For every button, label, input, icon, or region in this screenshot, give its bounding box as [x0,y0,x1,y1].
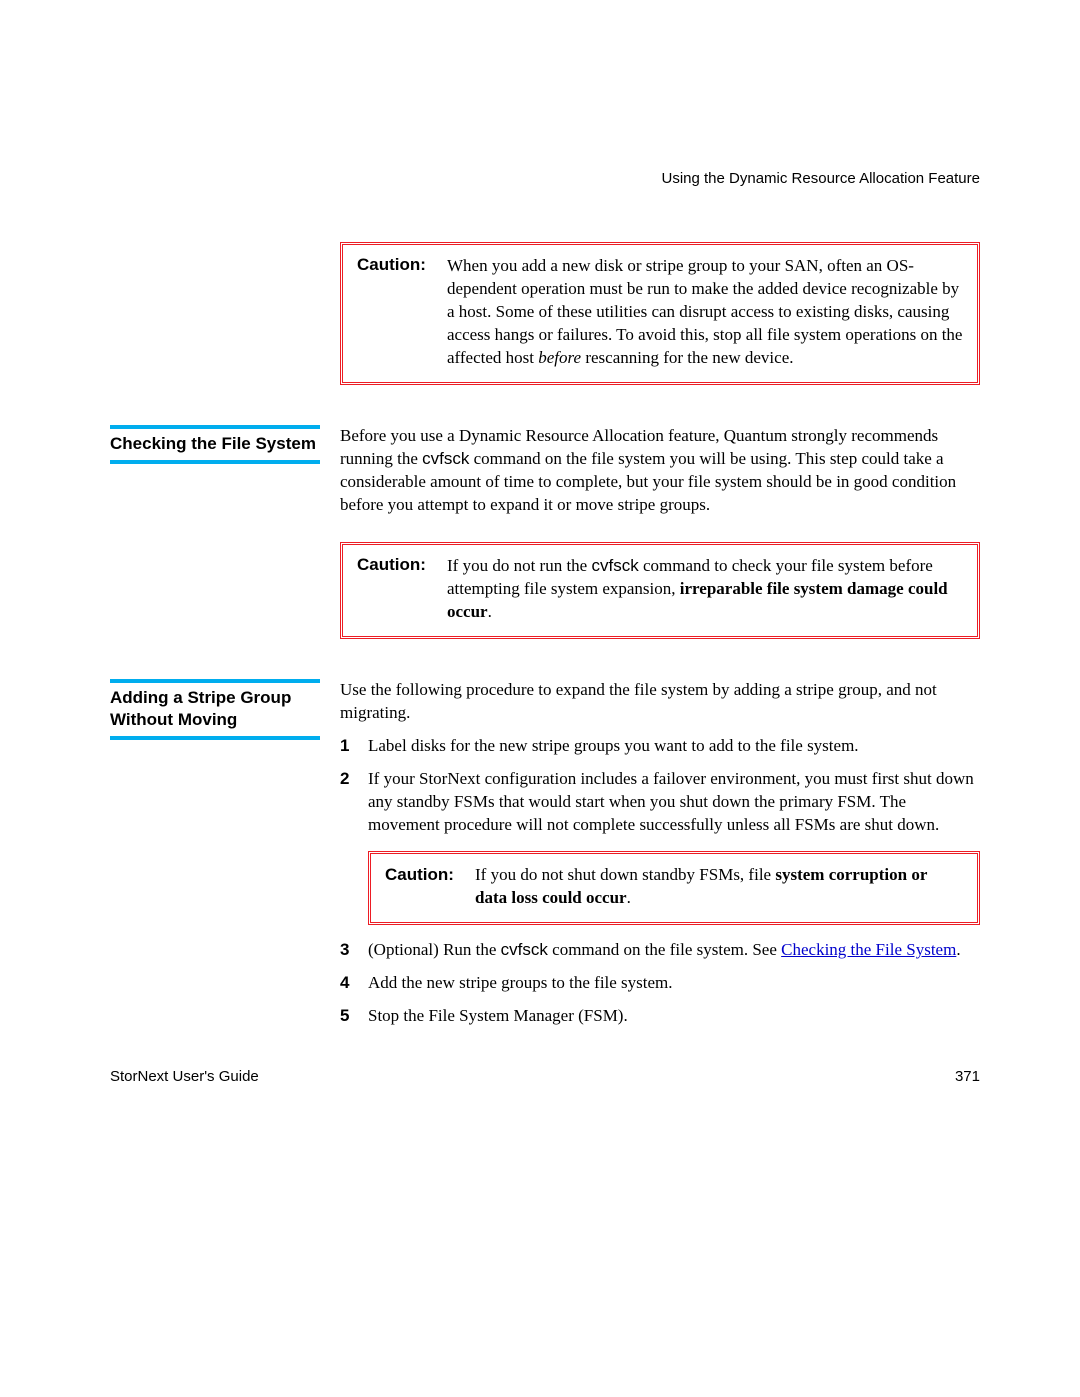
link-checking-file-system[interactable]: Checking the File System [781,940,956,959]
side-heading-checking: Checking the File System [110,425,320,464]
step-1: Label disks for the new stripe groups yo… [340,735,980,758]
caution2-pre: If you do not run the [447,556,591,575]
caution2-post: . [488,602,492,621]
caution-text: If you do not shut down standby FSMs, fi… [475,864,963,910]
side-heading-adding: Adding a Stripe Group Without Moving [110,679,320,740]
step-2-text: If your StorNext configuration includes … [368,769,974,834]
caution-text: When you add a new disk or stripe group … [447,255,963,370]
procedure-list: Label disks for the new stripe groups yo… [340,735,980,1027]
caution-box-1: Caution: When you add a new disk or stri… [340,242,980,385]
footer-left: StorNext User's Guide [110,1068,259,1085]
caution-label: Caution: [357,555,429,575]
step-5: Stop the File System Manager (FSM). [340,1005,980,1028]
step-3-post: . [956,940,960,959]
section2-intro: Use the following procedure to expand th… [340,679,980,725]
section1-cmd: cvfsck [422,449,469,468]
caution3-post: . [627,888,631,907]
step-4: Add the new stripe groups to the file sy… [340,972,980,995]
step-3: (Optional) Run the cvfsck command on the… [340,939,980,962]
step-2: If your StorNext configuration includes … [340,768,980,925]
caution-text-italic: before [538,348,581,367]
caution-label: Caution: [357,255,429,275]
caution-box-2: Caution: If you do not run the cvfsck co… [340,542,980,639]
caution-label: Caution: [385,864,457,887]
step-3-mid: command on the file system. See [548,940,781,959]
caution-text-post: rescanning for the new device. [581,348,793,367]
caution2-cmd: cvfsck [591,556,638,575]
running-header: Using the Dynamic Resource Allocation Fe… [110,170,980,187]
caution-text: If you do not run the cvfsck command to … [447,555,963,624]
step-3-cmd: cvfsck [501,940,548,959]
section1-para: Before you use a Dynamic Resource Alloca… [340,425,980,517]
footer-page-number: 371 [955,1068,980,1085]
caution-box-3: Caution: If you do not shut down standby… [368,851,980,925]
step-3-pre: (Optional) Run the [368,940,501,959]
caution3-pre: If you do not shut down standby FSMs, fi… [475,865,775,884]
